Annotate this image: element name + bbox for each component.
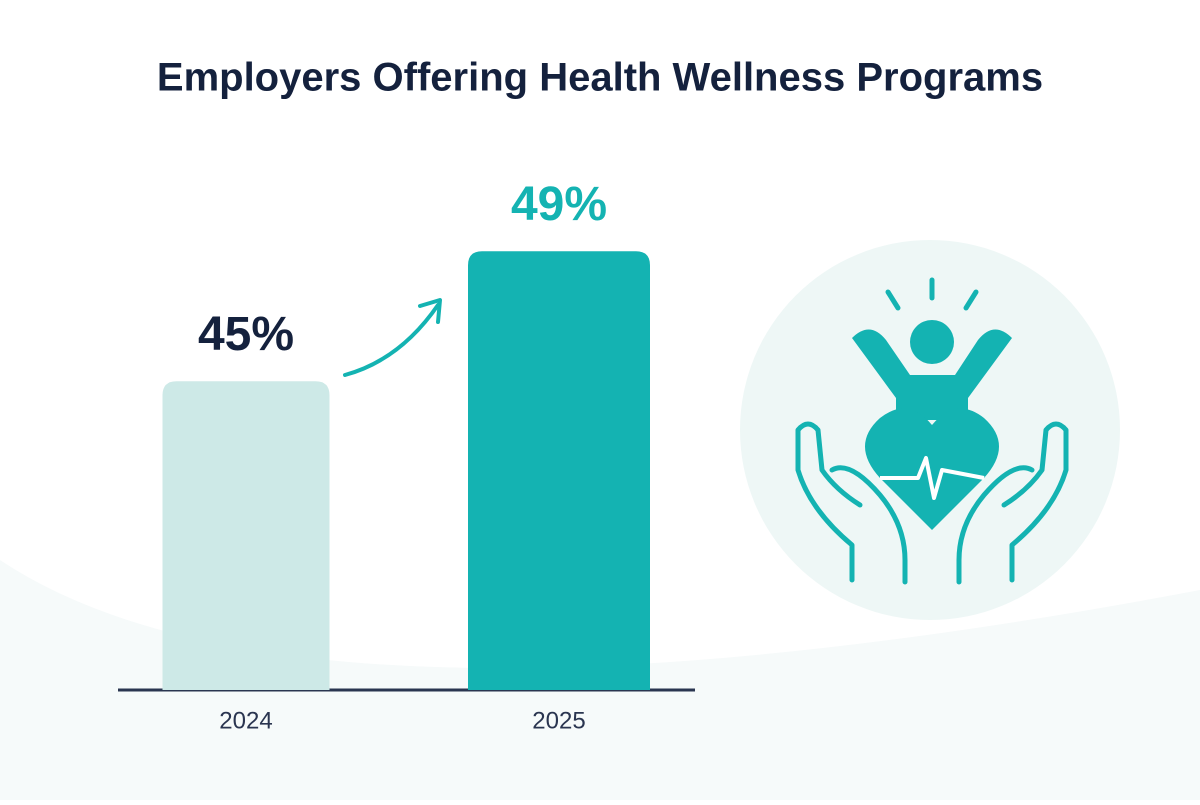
trend-arrow-head xyxy=(418,298,442,324)
bar xyxy=(162,381,330,690)
bar xyxy=(468,251,650,690)
x-tick-label: 2025 xyxy=(532,707,585,734)
x-tick-label: 2024 xyxy=(219,707,272,734)
value-label: 45% xyxy=(198,308,294,361)
wellness-icon xyxy=(740,240,1120,620)
chart-title: Employers Offering Health Wellness Progr… xyxy=(157,56,1043,100)
trend-arrow xyxy=(343,303,440,377)
value-label: 49% xyxy=(511,178,607,231)
